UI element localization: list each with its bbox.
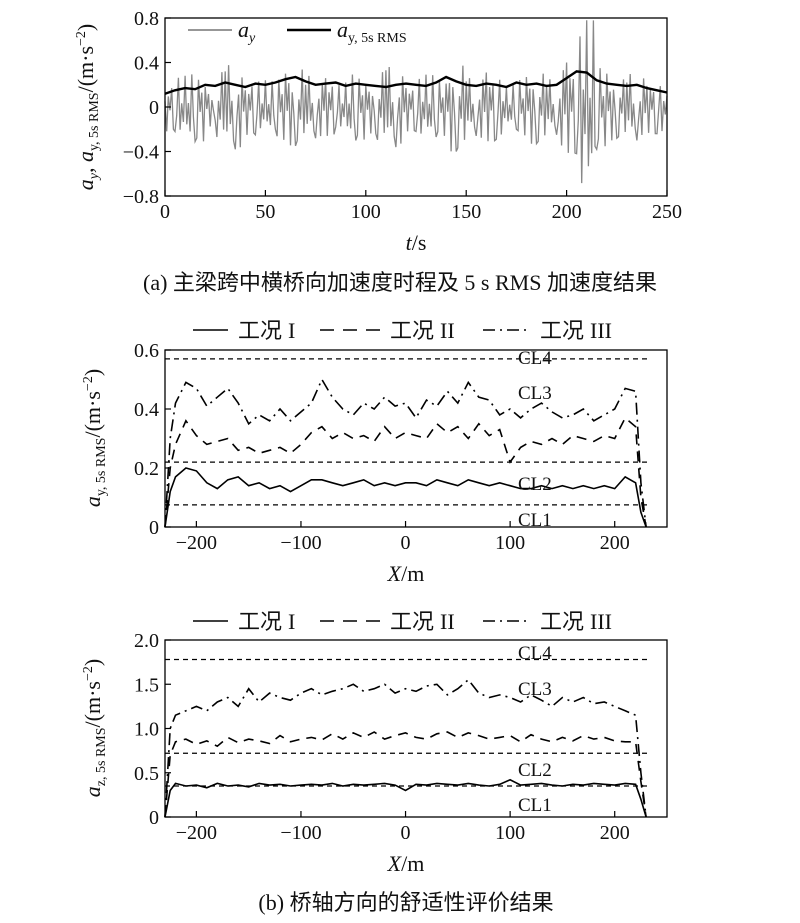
x-tick-label: 0: [160, 201, 170, 223]
panel-a-legend: ay ay, 5s RMS: [188, 17, 407, 46]
x-tick-label: 100: [351, 201, 381, 223]
legend-label-ay: ay: [238, 17, 256, 46]
legend-label-case-1: 工况 I: [238, 609, 295, 634]
y-tick-label: 0.5: [134, 763, 159, 785]
panel-b2-cl3-label: CL3: [518, 679, 552, 700]
y-tick-label: 0: [149, 807, 159, 829]
y-tick-label: 1.5: [134, 674, 159, 696]
y-tick-label: −0.4: [123, 142, 159, 164]
y-tick-label: 0: [149, 97, 159, 119]
panel-b2-vertical: 工况 I 工况 II 工况 III CL4 CL3 CL2 CL1 −200 −100 0…: [80, 609, 668, 915]
panel-b2-cl1-label: CL1: [518, 795, 552, 816]
legend-label-ay-rms: ay, 5s RMS: [337, 17, 407, 46]
panel-b1-x-axis-title: X/m: [387, 561, 425, 586]
x-tick-label: 200: [600, 532, 630, 554]
panel-b2-cl4-label: CL4: [518, 643, 552, 664]
y-tick-label: 0.2: [134, 458, 159, 480]
legend-label-case-1: 工况 I: [238, 318, 295, 343]
panel-b1-cl2-label: CL2: [518, 474, 552, 495]
panel-a-series-group: [164, 20, 668, 184]
series-line-ay-rms: [164, 70, 668, 95]
y-tick-label: −0.8: [123, 186, 159, 208]
y-tick-label: 0.4: [134, 53, 159, 75]
x-tick-label: 0: [401, 822, 411, 844]
series-line-case-2: [164, 416, 647, 528]
x-tick-label: 200: [600, 822, 630, 844]
series-line-ay: [164, 20, 668, 184]
panel-b1-cl4-label: CL4: [518, 348, 552, 369]
y-tick-label: 0.6: [134, 340, 159, 362]
panel-b1-series-group: [164, 377, 647, 528]
panel-b2-caption: (b) 桥轴方向的舒适性评价结果: [258, 890, 553, 915]
panel-b1-legend: 工况 I 工况 II 工况 III: [193, 318, 612, 343]
x-tick-label: −200: [176, 822, 217, 844]
series-line-case-2: [164, 731, 647, 818]
y-tick-label: 0.4: [134, 399, 159, 421]
panel-b2-plot-frame: [164, 639, 668, 818]
series-line-case-3: [164, 377, 647, 528]
x-tick-label: 150: [451, 201, 481, 223]
panel-b2-reference-lines: [165, 658, 647, 787]
panel-b2-cl2-label: CL2: [518, 760, 552, 781]
y-tick-label: 2.0: [134, 630, 159, 652]
x-tick-label: −200: [176, 532, 217, 554]
panel-a-x-axis-title: t/s: [406, 230, 427, 255]
x-tick-label: 200: [552, 201, 582, 223]
x-tick-label: 0: [401, 532, 411, 554]
panel-b1-ticks: −200 −100 0 100 200 0 0.2 0.4 0.6: [134, 340, 630, 554]
panel-b2-series-group: [164, 678, 647, 818]
x-tick-label: −100: [280, 822, 321, 844]
panel-b1-y-axis-title: ay, 5s RMS/(m·s−2): [80, 369, 109, 507]
y-tick-label: 0.8: [134, 8, 159, 30]
panel-b2-x-axis-title: X/m: [387, 851, 425, 876]
panel-a-ticks: 0 50 100 150 200 250 −0.8 −0.4 0 0.4 0.8: [123, 8, 682, 223]
legend-label-case-3: 工况 III: [540, 318, 612, 343]
panel-b1-lateral: 工况 I 工况 II 工况 III CL4 CL3 CL2 CL1 −200 −100 0…: [80, 318, 668, 586]
panel-b2-y-axis-title: az, 5s RMS/(m·s−2): [80, 659, 109, 797]
panel-b1-cl3-label: CL3: [518, 383, 552, 404]
panel-b1-plot-frame: [164, 349, 668, 528]
legend-label-case-2: 工况 II: [390, 609, 455, 634]
panel-a-time-history: 0 50 100 150 200 250 −0.8 −0.4 0 0.4 0.8 ay ay, 5s…: [73, 8, 682, 295]
series-line-case-3: [164, 678, 647, 818]
x-tick-label: 250: [652, 201, 682, 223]
x-tick-label: −100: [280, 532, 321, 554]
series-line-case-1: [164, 467, 647, 528]
panel-a-caption: (a) 主梁跨中横桥向加速度时程及 5 s RMS 加速度结果: [143, 270, 657, 295]
legend-label-case-3: 工况 III: [540, 609, 612, 634]
panel-a-y-axis-title: ay, ay, 5s RMS/(m·s−2): [73, 24, 102, 191]
series-line-case-1: [164, 778, 647, 818]
y-tick-label: 0: [149, 517, 159, 539]
x-tick-label: 100: [495, 822, 525, 844]
panel-b2-legend: 工况 I 工况 II 工况 III: [193, 609, 612, 634]
y-tick-label: 1.0: [134, 719, 159, 741]
x-tick-label: 50: [255, 201, 275, 223]
panel-b1-cl1-label: CL1: [518, 510, 552, 531]
x-tick-label: 100: [495, 532, 525, 554]
panel-b2-ticks: −200 −100 0 100 200 0 0.5 1.0 1.5 2.0: [134, 630, 630, 844]
legend-label-case-2: 工况 II: [390, 318, 455, 343]
